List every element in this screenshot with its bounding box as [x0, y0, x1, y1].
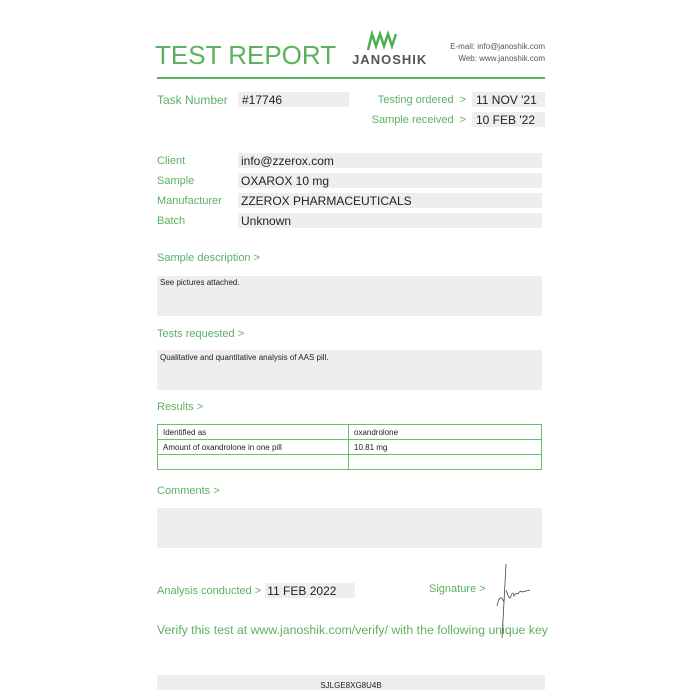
- report-header: TEST REPORT JANOSHIK: [155, 30, 426, 70]
- report-title: TEST REPORT: [155, 40, 337, 70]
- janoshik-logo-icon: [366, 30, 398, 51]
- batch-field: Unknown: [238, 213, 542, 228]
- sample-received-label: Sample received: [371, 113, 454, 126]
- sample-label: Sample: [157, 174, 195, 187]
- table-row: Amount of oxandrolone in one pill 10.81 m…: [157, 439, 542, 455]
- batch-label: Batch: [157, 214, 186, 227]
- task-number-label: Task Number: [157, 92, 228, 107]
- comments-box: [157, 508, 542, 548]
- analysis-conducted-row: Analysis conducted > 11 FEB 2022: [157, 583, 356, 598]
- results-label: Results >: [157, 401, 204, 413]
- sample-description-label: Sample description >: [157, 252, 261, 264]
- analysis-conducted-field: 11 FEB 2022: [265, 583, 356, 598]
- client-row: Client info@zzerox.com: [157, 153, 542, 168]
- client-field: info@zzerox.com: [238, 153, 542, 168]
- signature-image: [496, 563, 531, 639]
- client-label: Client: [157, 154, 186, 167]
- sample-description-box: See pictures attached.: [157, 276, 542, 316]
- unique-key-field: SJLGE8XG8U4B: [157, 675, 545, 690]
- batch-row: Batch Unknown: [157, 213, 542, 228]
- sample-field: OXAROX 10 mg: [238, 173, 542, 188]
- signature-label: Signature >: [429, 583, 486, 595]
- contact-web: Web: www.janoshik.com: [458, 54, 545, 63]
- contact-email: E-mail: info@janoshik.com: [450, 42, 545, 51]
- sample-received-row: Sample received > 10 FEB '22: [372, 112, 545, 127]
- testing-ordered-field: 11 NOV '21: [472, 92, 545, 107]
- verify-text: Verify this test at www.janoshik.com/ver…: [157, 623, 548, 637]
- testing-ordered-label: Testing ordered: [377, 93, 454, 106]
- results-table: Identified as oxandrolone Amount of oxand…: [157, 424, 542, 470]
- analysis-conducted-label: Analysis conducted >: [157, 584, 262, 597]
- table-row: Identified as oxandrolone: [157, 424, 542, 440]
- task-number-field: #17746: [238, 92, 349, 107]
- arrow: >: [459, 113, 466, 126]
- sample-received-field: 10 FEB '22: [472, 112, 545, 127]
- testing-ordered-row: Testing ordered > 11 NOV '21: [378, 92, 545, 107]
- tests-requested-label: Tests requested >: [157, 328, 245, 340]
- header-divider: [157, 77, 545, 79]
- manufacturer-label: Manufacturer: [157, 194, 222, 207]
- logo-text: JANOSHIK: [352, 52, 428, 67]
- sample-row: Sample OXAROX 10 mg: [157, 173, 542, 188]
- janoshik-logo: JANOSHIK: [352, 30, 426, 70]
- comments-label: Comments >: [157, 485, 220, 497]
- manufacturer-field: ZZEROX PHARMACEUTICALS: [238, 193, 542, 208]
- task-number-row: Task Number #17746: [157, 92, 349, 107]
- arrow: >: [459, 93, 466, 106]
- manufacturer-row: Manufacturer ZZEROX PHARMACEUTICALS: [157, 193, 542, 208]
- tests-requested-box: Qualitative and quantitative analysis of…: [157, 350, 542, 390]
- table-row: [157, 454, 542, 470]
